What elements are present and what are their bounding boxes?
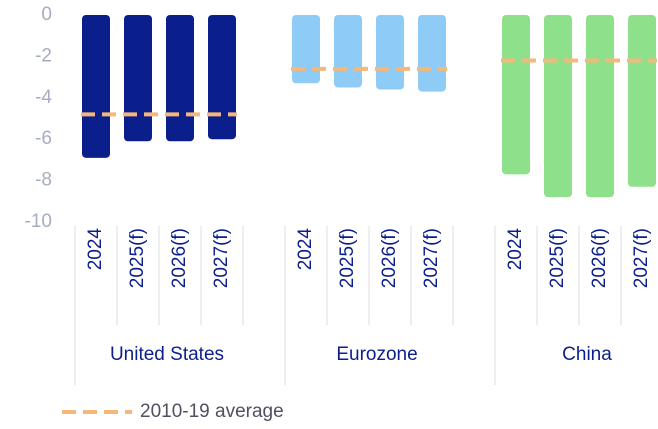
x-tick-label: 2026(f) <box>589 228 610 288</box>
bar <box>628 15 656 187</box>
x-tick-label: 2027(f) <box>211 228 232 288</box>
x-tick-label: 2024 <box>85 228 106 271</box>
group-label: Eurozone <box>336 344 417 365</box>
x-tick-label: 2025(f) <box>337 228 358 288</box>
bar <box>292 15 320 84</box>
x-tick-label: 2026(f) <box>379 228 400 288</box>
bar <box>82 15 110 158</box>
x-tick-label: 2025(f) <box>547 228 568 288</box>
y-tick-label: 0 <box>41 4 52 25</box>
bar <box>586 15 614 198</box>
y-tick-label: -2 <box>35 45 52 66</box>
bar <box>166 15 194 142</box>
bar <box>502 15 530 175</box>
y-tick-label: -4 <box>35 87 52 108</box>
bar <box>418 15 446 92</box>
bar <box>124 15 152 142</box>
bar <box>208 15 236 140</box>
y-tick-label: -10 <box>25 211 52 232</box>
bar <box>376 15 404 90</box>
y-tick-label: -8 <box>35 170 52 191</box>
x-tick-label: 2025(f) <box>127 228 148 288</box>
x-tick-label: 2024 <box>295 228 316 271</box>
x-tick-label: 2024 <box>505 228 526 271</box>
x-tick-label: 2027(f) <box>631 228 652 288</box>
x-tick-label: 2027(f) <box>421 228 442 288</box>
group-label: United States <box>110 344 224 365</box>
x-tick-label: 2026(f) <box>169 228 190 288</box>
legend-label: 2010-19 average <box>140 401 284 422</box>
group-label: China <box>562 344 612 365</box>
y-tick-label: -6 <box>35 128 52 149</box>
bar <box>544 15 572 198</box>
bar <box>334 15 362 88</box>
